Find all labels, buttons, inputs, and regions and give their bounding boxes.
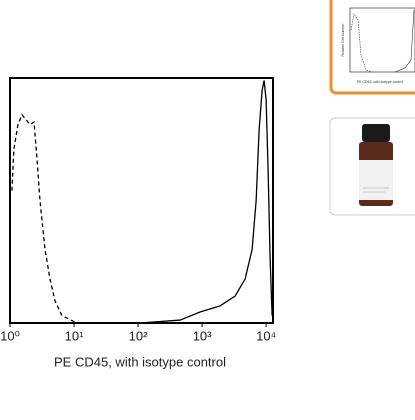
thumbnail-curve (394, 9, 415, 73)
x-tick-label: 10² (129, 328, 148, 343)
histogram-line (139, 80, 273, 324)
histogram-line (11, 113, 76, 323)
x-axis-label: PE CD45, with isotype control (54, 354, 226, 369)
thumbnail-histogram[interactable]: PE CD45, with isotype control Relative C… (329, 0, 415, 95)
plot-frame (9, 77, 274, 324)
thumbnail-plot (349, 7, 415, 73)
thumbnail-product[interactable] (329, 117, 415, 216)
thumbnail-frame (329, 0, 415, 95)
bottle-label (359, 160, 393, 200)
x-tick-label: 10⁴ (256, 328, 276, 343)
bottle-cap (362, 124, 390, 142)
thumbnail-y-label: Relative Cell Number (341, 23, 345, 57)
thumbnail-x-label: PE CD45, with isotype control (357, 80, 404, 84)
x-tick-label: 10⁰ (0, 328, 20, 343)
x-tick-label: 10³ (193, 328, 212, 343)
x-tick-label: 10¹ (65, 328, 84, 343)
thumbnail-curve (350, 13, 373, 73)
